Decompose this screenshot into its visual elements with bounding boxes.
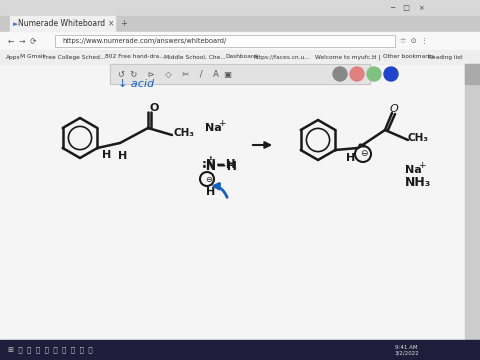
Bar <box>0 0 480 16</box>
Text: ×: × <box>108 19 114 28</box>
Text: +: + <box>218 120 226 129</box>
Text: ─    □    ×: ─ □ × <box>390 5 425 11</box>
Circle shape <box>350 67 364 81</box>
Text: ↓ acid: ↓ acid <box>118 79 154 89</box>
Text: H: H <box>102 150 111 160</box>
Text: +: + <box>120 19 127 28</box>
Text: :Ṅ−H: :Ṅ−H <box>202 158 237 171</box>
Text: ↺  ↻    ⊳    ◇    ✂    /    A  ▣: ↺ ↻ ⊳ ◇ ✂ / A ▣ <box>118 69 232 78</box>
Text: ☆  ⊙  ⋮: ☆ ⊙ ⋮ <box>400 38 428 44</box>
Text: ⊖: ⊖ <box>360 149 368 158</box>
Bar <box>0 64 480 340</box>
Text: +: + <box>418 162 425 171</box>
Text: Na: Na <box>405 165 422 175</box>
Text: ·Ṅ−H: ·Ṅ−H <box>202 161 238 174</box>
Text: Apps: Apps <box>6 54 21 59</box>
Bar <box>0 340 480 360</box>
Text: CH₃: CH₃ <box>173 128 194 138</box>
Text: H: H <box>206 187 215 197</box>
Text: Welcome to myufc...: Welcome to myufc... <box>315 54 376 59</box>
Bar <box>110 64 370 84</box>
Text: O: O <box>390 104 399 114</box>
Text: 802 Free hand-dra...: 802 Free hand-dra... <box>105 54 165 59</box>
Bar <box>465 64 480 84</box>
Bar <box>0 32 480 50</box>
Bar <box>465 64 480 340</box>
Text: Free College Sched...: Free College Sched... <box>43 54 105 59</box>
Text: H: H <box>118 151 127 161</box>
Text: ←  →  ⟳: ← → ⟳ <box>8 36 36 45</box>
Circle shape <box>333 67 347 81</box>
Text: Na: Na <box>205 123 222 133</box>
Text: Dashboard: Dashboard <box>226 54 257 59</box>
Text: ⊞  🔍  ⬛  📁  🌐  📧  📝  📊  🗓️  🔔: ⊞ 🔍 ⬛ 📁 🌐 📧 📝 📊 🗓️ 🔔 <box>8 347 93 353</box>
Text: ⊖: ⊖ <box>205 175 212 184</box>
Text: Middle School, Che...: Middle School, Che... <box>164 54 226 59</box>
Bar <box>55 35 395 47</box>
Text: H |: H | <box>372 54 380 60</box>
Circle shape <box>367 67 381 81</box>
Bar <box>0 50 480 64</box>
Text: Other bookmarks: Other bookmarks <box>383 54 434 59</box>
Bar <box>55 35 395 47</box>
Circle shape <box>384 67 398 81</box>
Bar <box>10 16 115 31</box>
Text: Reading list: Reading list <box>428 54 463 59</box>
Text: NH₃: NH₃ <box>405 176 431 189</box>
Text: O: O <box>150 103 159 113</box>
Text: CH₃: CH₃ <box>408 133 429 143</box>
Text: https://www.numerade.com/answers/whiteboard/: https://www.numerade.com/answers/whitebo… <box>62 38 226 44</box>
Text: https://faces.cn.u...: https://faces.cn.u... <box>253 54 311 59</box>
Text: Numerade Whiteboard: Numerade Whiteboard <box>18 19 105 28</box>
Bar <box>110 64 370 84</box>
Text: M Gmail: M Gmail <box>20 54 45 59</box>
Text: 9:41 AM
3/2/2022: 9:41 AM 3/2/2022 <box>395 345 420 355</box>
Text: ►: ► <box>13 21 18 27</box>
Text: H: H <box>346 153 355 163</box>
Bar <box>0 16 480 32</box>
